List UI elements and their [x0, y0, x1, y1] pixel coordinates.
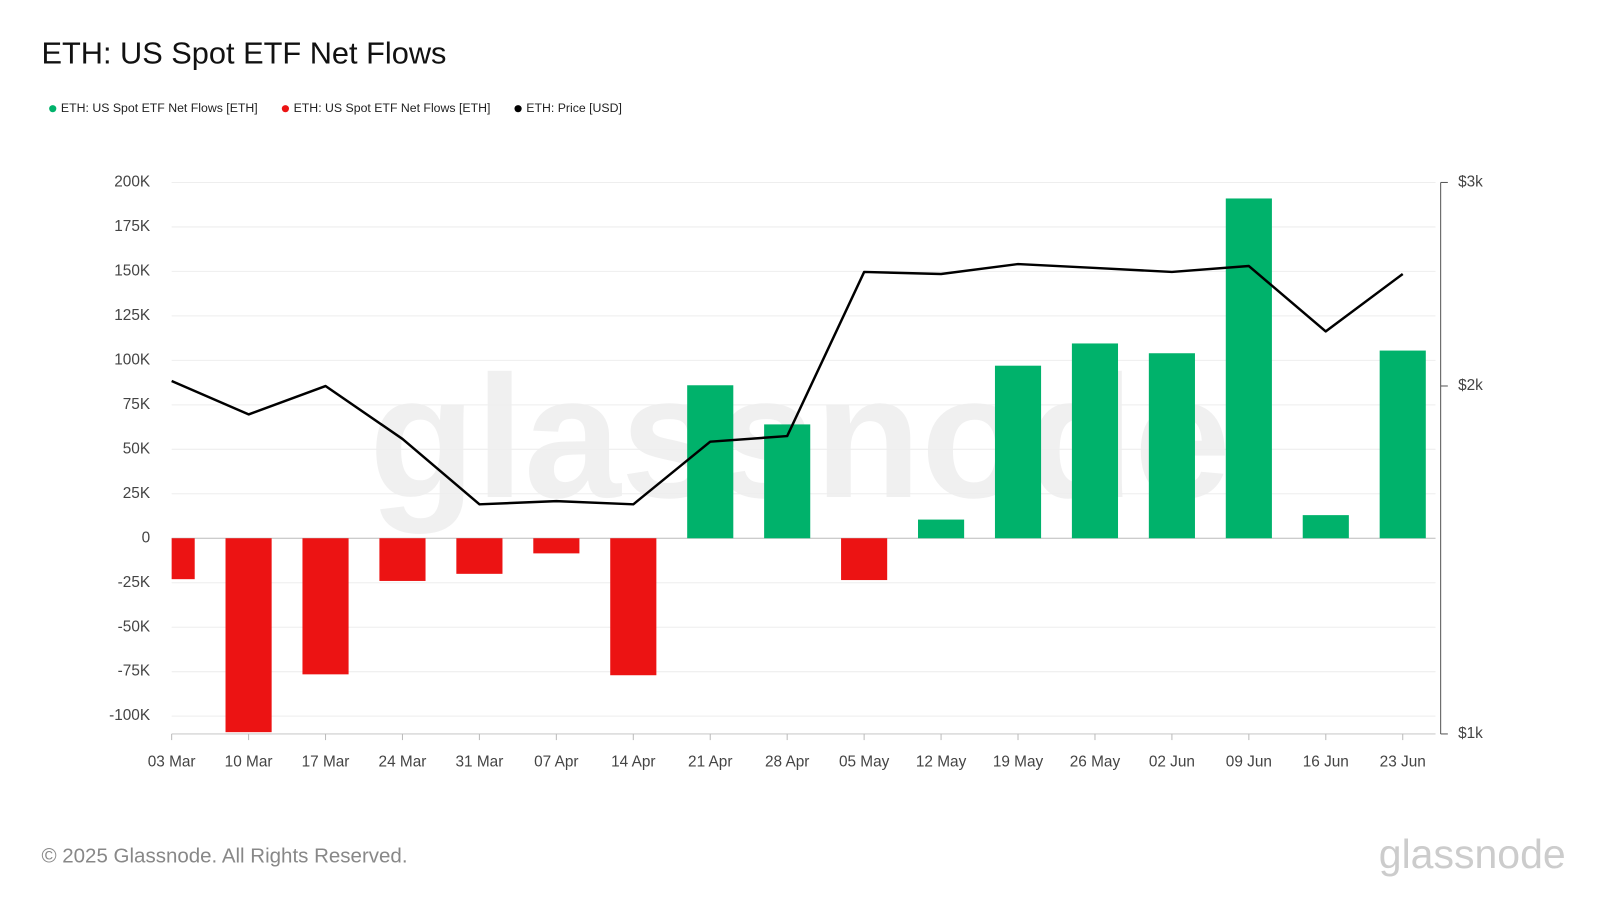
bar [610, 538, 657, 676]
y2-tick-label: $2k [1458, 377, 1483, 394]
x-tick-label: 19 May [993, 754, 1044, 771]
x-tick-label: 03 Mar [148, 754, 196, 771]
y2-tick-label: $1k [1458, 725, 1483, 742]
y-tick-label: 75K [123, 396, 151, 413]
bar [994, 365, 1042, 539]
price-line [171, 262, 1404, 506]
y-tick-label: -50K [118, 618, 151, 635]
x-tick-label: 17 Mar [302, 754, 350, 771]
x-tick-label: 26 May [1070, 754, 1121, 771]
bar [171, 538, 195, 580]
bar [687, 385, 734, 539]
y-tick-label: 25K [123, 485, 151, 502]
legend-marker [281, 105, 289, 113]
x-tick-label: 28 Apr [765, 754, 809, 771]
bar [841, 538, 888, 581]
legend-marker [514, 105, 522, 113]
y-tick-label: -75K [118, 663, 151, 680]
bar [918, 519, 965, 539]
bar [764, 424, 811, 539]
bar [1302, 515, 1349, 539]
x-tick-label: 24 Mar [379, 754, 427, 771]
y-tick-label: -25K [118, 574, 151, 591]
y-tick-label: -100K [109, 707, 151, 724]
x-tick-label: 09 Jun [1226, 754, 1272, 771]
legend-marker [49, 105, 57, 113]
legend-label: ETH: Price [USD] [526, 101, 622, 115]
axes: -100K -75K -50K -25K 0 25K 50K 75K 100K 125K 150K 1… [49, 101, 1483, 771]
bar [302, 538, 349, 675]
x-tick-label: 21 Apr [688, 754, 732, 771]
footer: © 2025 Glassnode. All Rights Reserved. [41, 844, 407, 867]
y-tick-label: 200K [114, 174, 151, 191]
x-tick-label: 16 Jun [1303, 754, 1349, 771]
bar [1071, 343, 1119, 539]
bar [456, 538, 503, 574]
y-tick-label: 100K [114, 351, 151, 368]
bar [533, 538, 580, 554]
bar [1379, 350, 1426, 539]
chart-title: ETH: US Spot ETF Net Flows [41, 35, 446, 70]
x-tick-label: 10 Mar [225, 754, 273, 771]
grid [171, 181, 1436, 717]
y2-tick-label: $3k [1458, 174, 1483, 191]
bar [225, 538, 272, 733]
x-tick-label: 23 Jun [1380, 754, 1426, 771]
y-tick-label: 50K [123, 440, 151, 457]
y-tick-label: 0 [142, 529, 151, 546]
bars [171, 198, 1426, 733]
x-tick-label: 07 Apr [534, 754, 578, 771]
logo: glassnode [1379, 831, 1566, 877]
bar [1148, 353, 1195, 539]
x-tick-label: 14 Apr [611, 754, 655, 771]
legend-label: ETH: US Spot ETF Net Flows [ETH] [61, 101, 258, 115]
y-tick-label: 150K [114, 262, 151, 279]
x-tick-label: 02 Jun [1149, 754, 1195, 771]
lines [171, 262, 1404, 506]
x-tick-label: 12 May [916, 754, 967, 771]
x-tick-label: 05 May [839, 754, 890, 771]
x-tick-label: 31 Mar [456, 754, 504, 771]
y-tick-label: 125K [114, 307, 151, 324]
bar [379, 538, 426, 581]
bar [1225, 198, 1272, 539]
y-tick-label: 175K [114, 218, 151, 235]
legend-label: ETH: US Spot ETF Net Flows [ETH] [294, 101, 491, 115]
